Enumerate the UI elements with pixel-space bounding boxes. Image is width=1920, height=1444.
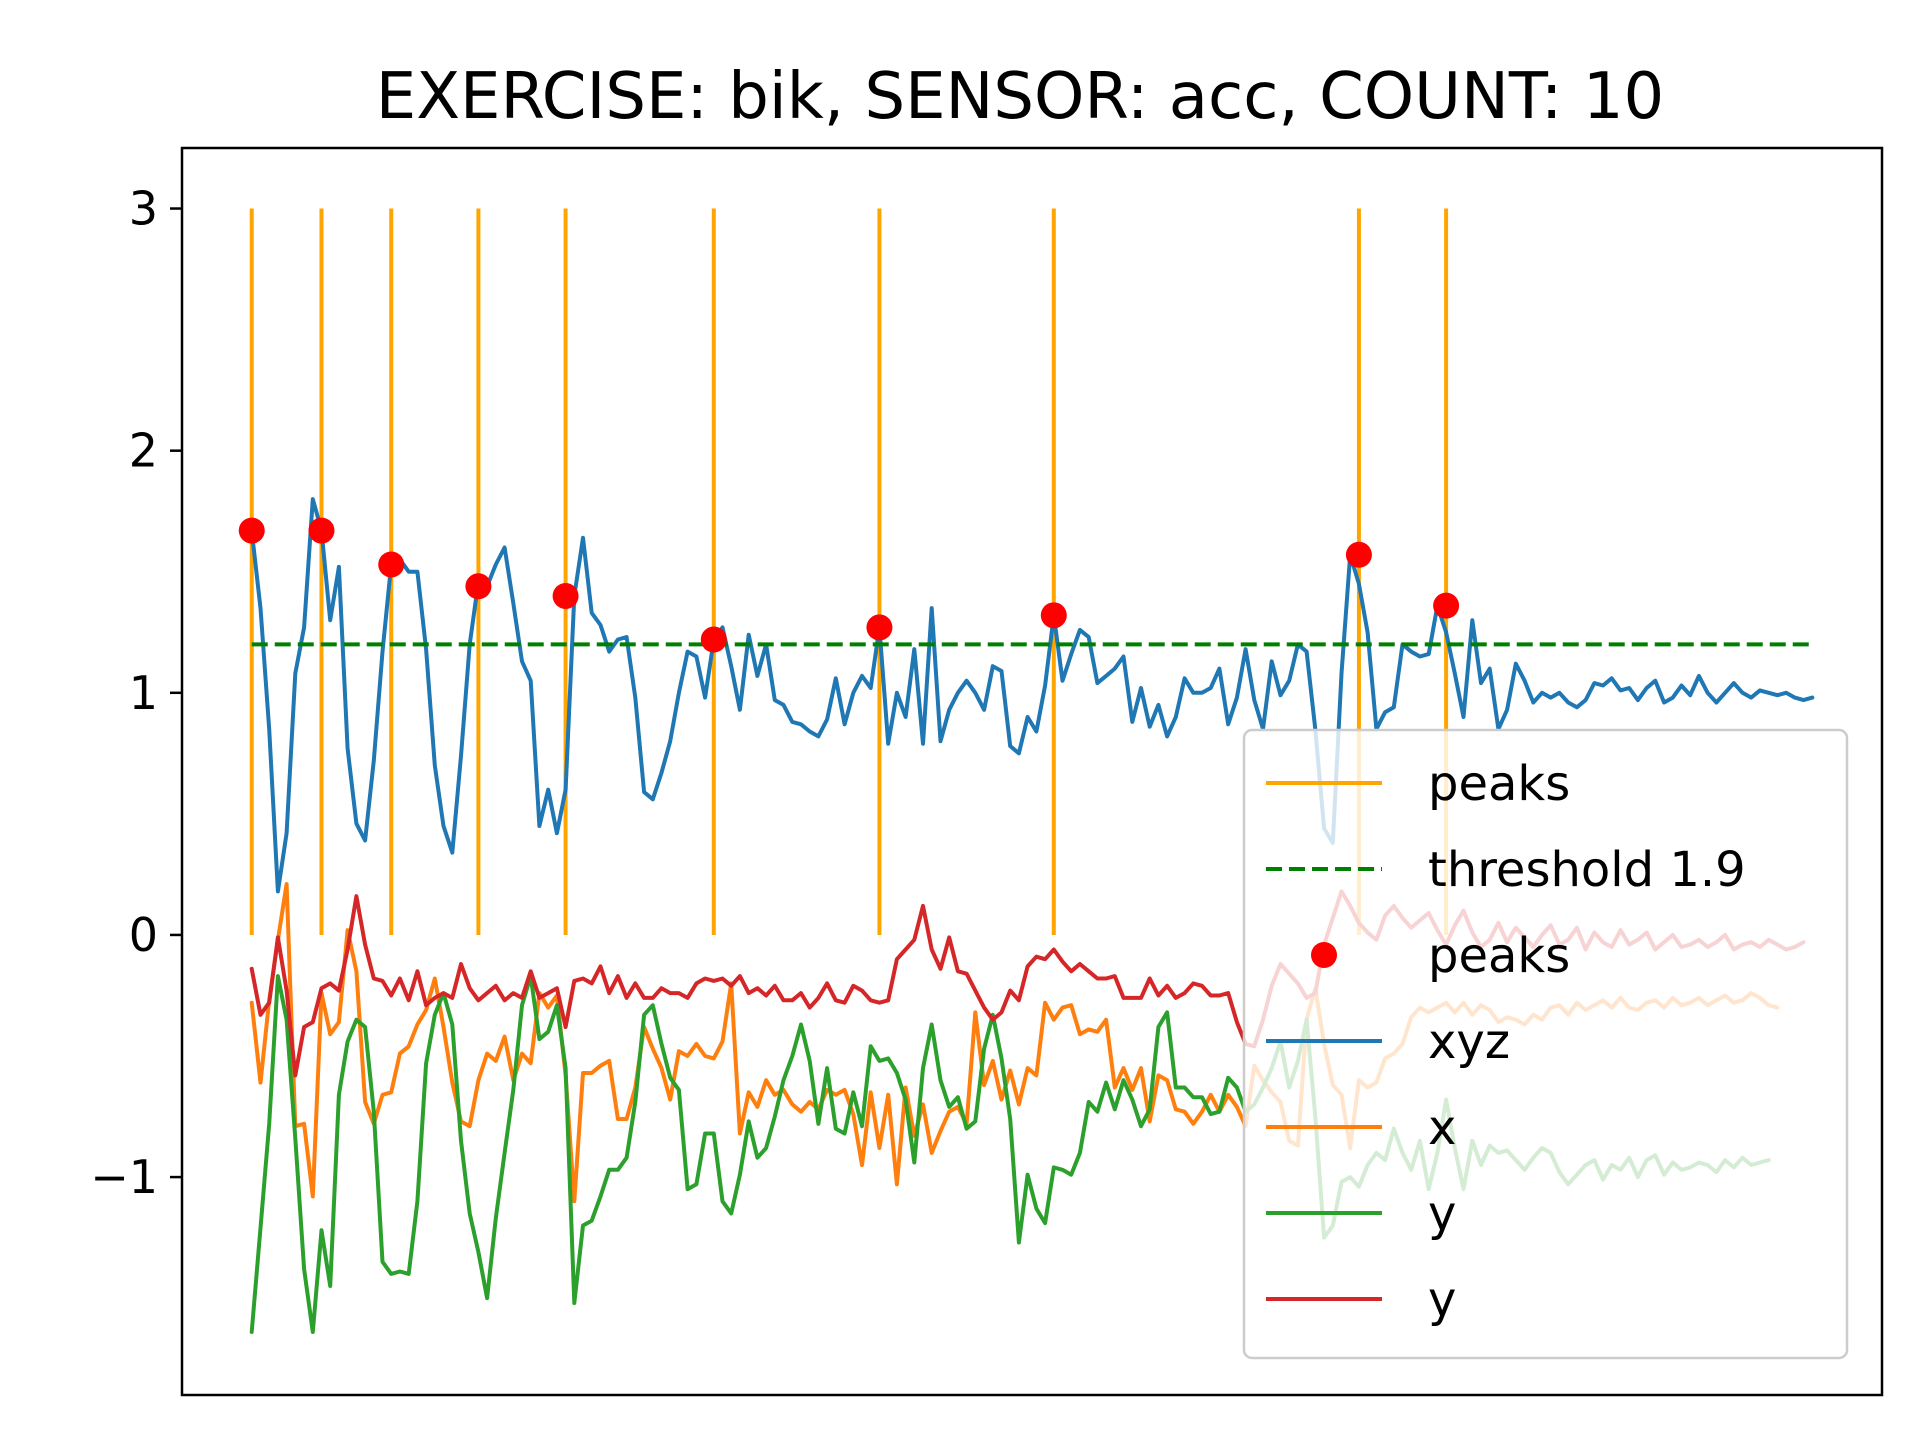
peak-marker-0 [238,517,265,544]
legend-label-4: x [1428,1100,1456,1156]
peak-marker-2 [378,551,405,578]
chart-title: EXERCISE: bik, SENSOR: acc, COUNT: 10 [376,60,1665,134]
legend-label-1: threshold 1.9 [1428,842,1746,898]
y-tick-label-0: 3 [129,182,158,236]
legend-label-5: y [1428,1186,1456,1242]
legend-label-0: peaks [1428,756,1570,812]
plot-frame [180,146,1884,1397]
peak-marker-1 [308,517,335,544]
peak-marker-7 [1040,602,1067,629]
legend-box [1242,728,1849,1360]
y-axis: 3 2 1 0 −1 [90,182,182,1204]
peak-markers [238,517,1460,653]
legend-label-2: peaks [1428,928,1570,984]
series-line-xyz-0 [249,497,1815,894]
y-tick-label-3: 0 [129,908,158,962]
peak-marker-5 [700,626,727,653]
peak-marker-9 [1433,592,1460,619]
y-tick-label-2: 1 [129,666,158,720]
peak-marker-8 [1345,541,1372,568]
legend-label-6: y [1428,1272,1456,1328]
peak-marker-3 [465,573,492,600]
legend-label-3: xyz [1428,1014,1510,1070]
peak-marker-6 [866,614,893,641]
peak-marker-4 [552,582,579,609]
legend-handle-2 [1311,942,1337,968]
y-tick-label-1: 2 [129,424,158,478]
y-tick-label-4: −1 [90,1150,158,1204]
